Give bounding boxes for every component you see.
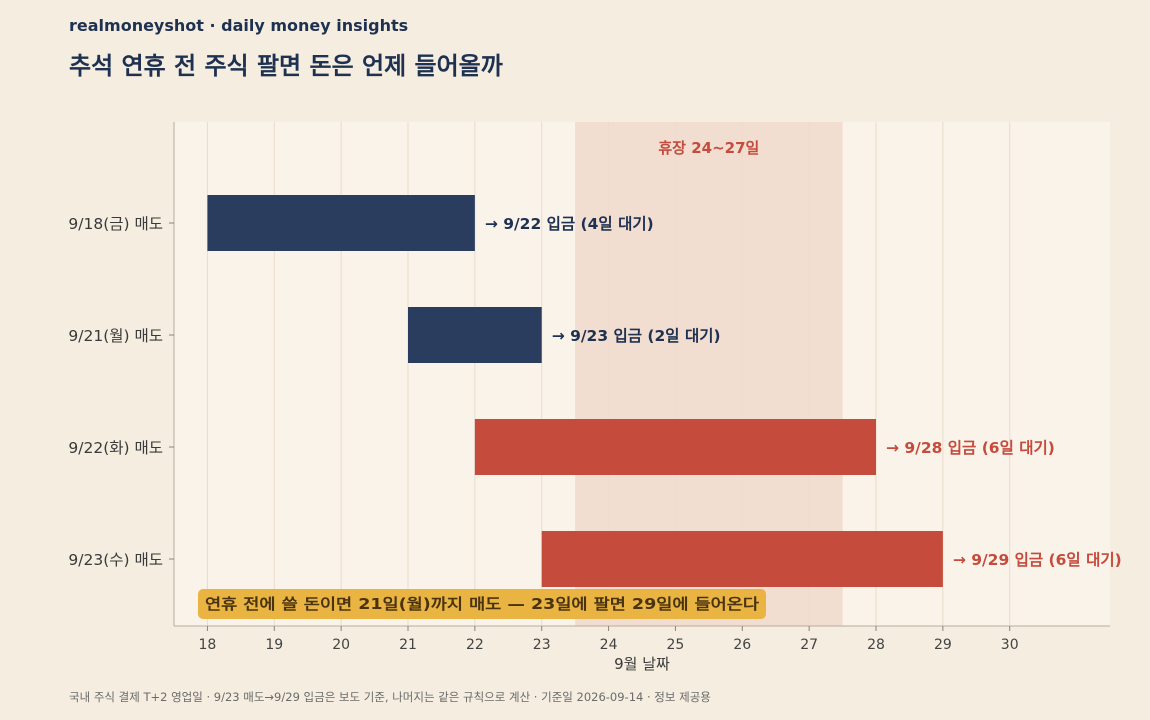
x-tick-label: 21	[399, 637, 417, 653]
x-tick-label: 29	[934, 637, 952, 653]
y-tick-label: 9/21(월) 매도	[68, 327, 163, 345]
bars: → 9/22 입금 (4일 대기) → 9/23 입금 (2일 대기) → 9/28…	[207, 195, 1122, 587]
x-tick-label: 27	[800, 637, 818, 653]
bar-annotation: → 9/29 입금 (6일 대기)	[953, 551, 1122, 569]
x-tick-label: 20	[332, 637, 350, 653]
footnote: 국내 주식 결제 T+2 영업일 · 9/23 매도→9/29 입금은 보도 기…	[69, 690, 711, 704]
x-axis-label: 9월 날짜	[614, 655, 670, 673]
x-tick-label: 23	[533, 637, 551, 653]
y-tick-label: 9/18(금) 매도	[68, 215, 163, 233]
x-tick-label: 25	[667, 637, 685, 653]
x-tick-label: 18	[199, 637, 217, 653]
y-tick-label: 9/22(화) 매도	[68, 439, 163, 457]
x-tick-label: 28	[867, 637, 885, 653]
y-labels: 9/18(금) 매도 9/21(월) 매도 9/22(화) 매도 9/23(수) 매도	[68, 215, 174, 569]
holiday-label: 휴장 24~27일	[658, 139, 759, 157]
x-tick-label: 24	[600, 637, 618, 653]
bar-annotation: → 9/28 입금 (6일 대기)	[886, 439, 1055, 457]
x-ticks: 18 19 20 21 22 23 24 25 26 27 28 29 30	[199, 626, 1019, 653]
bar	[541, 531, 943, 587]
bar-annotation: → 9/22 입금 (4일 대기)	[485, 215, 654, 233]
callout-text: 연휴 전에 쓸 돈이면 21일(월)까지 매도 — 23일에 팔면 29일에 들…	[205, 595, 759, 613]
page-title: 추석 연휴 전 주식 팔면 돈은 언제 들어올까	[69, 52, 503, 80]
x-tick-label: 22	[466, 637, 484, 653]
bar-annotation: → 9/23 입금 (2일 대기)	[552, 327, 721, 345]
x-tick-label: 26	[733, 637, 751, 653]
x-tick-label: 19	[265, 637, 283, 653]
x-tick-label: 30	[1001, 637, 1019, 653]
bar	[207, 195, 475, 251]
callout-box	[198, 589, 766, 619]
bar	[408, 307, 542, 363]
y-tick-label: 9/23(수) 매도	[68, 551, 163, 569]
brand-subtitle: realmoneyshot · daily money insights	[69, 16, 409, 35]
bar	[474, 419, 876, 475]
